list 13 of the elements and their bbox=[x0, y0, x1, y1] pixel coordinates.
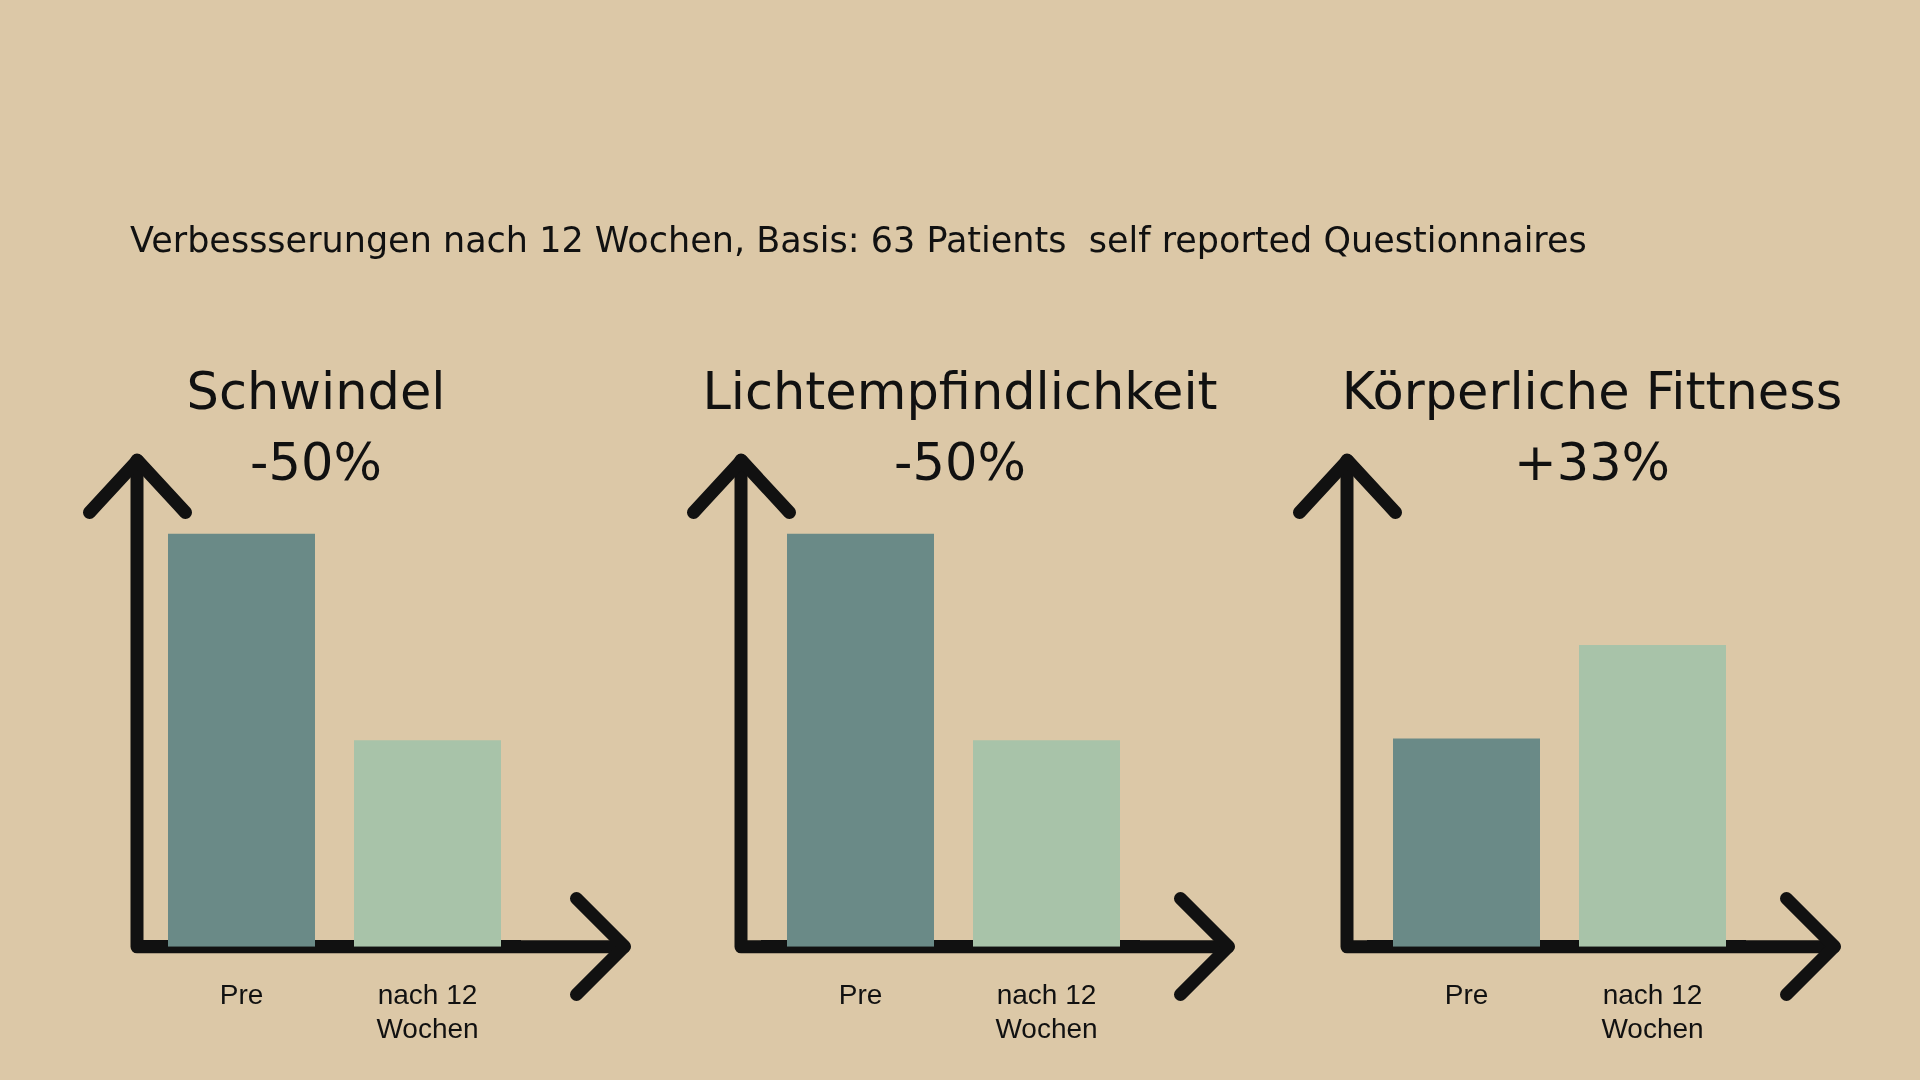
x-tick-label: Pre bbox=[219, 979, 264, 1011]
x-tick-label: Pre bbox=[838, 979, 883, 1011]
text: Verbessserungen nach 12 Wochen, Basis: 63 Patients self reported Questionnaires bbox=[130, 220, 1587, 260]
x-tick-label: nach 12 Wochen bbox=[995, 979, 1098, 1044]
chart-title: Schwindel bbox=[186, 362, 446, 421]
chart-subtitle: +33% bbox=[1513, 433, 1671, 492]
x-tick-label: nach 12 Wochen bbox=[1601, 979, 1704, 1044]
chart-title: Körperliche Fittness bbox=[1341, 362, 1843, 421]
chart-title: Lichtempfindlichkeit bbox=[702, 362, 1218, 421]
x-tick-label: Pre bbox=[1444, 979, 1489, 1011]
chart-subtitle: -50% bbox=[894, 433, 1026, 492]
chart-subtitle: -50% bbox=[250, 433, 382, 492]
x-tick-label: nach 12 Wochen bbox=[376, 979, 479, 1044]
